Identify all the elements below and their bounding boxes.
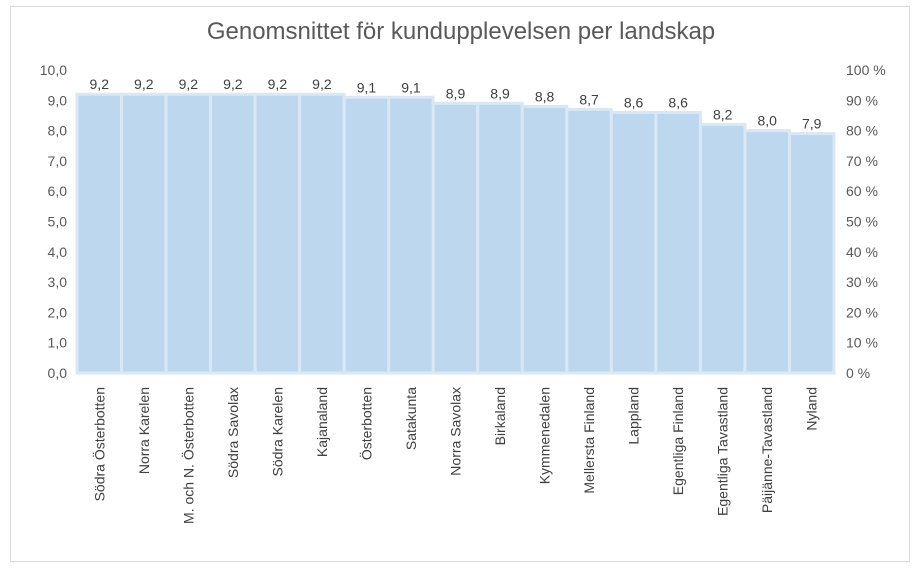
category-label-14: Egentliga Finland bbox=[670, 387, 686, 495]
y-tick-label: 8,0 bbox=[48, 123, 68, 139]
category-label-10: Birkaland bbox=[492, 387, 508, 445]
category-label-5: Södra Karelen bbox=[269, 387, 285, 477]
bar-9 bbox=[431, 101, 480, 375]
bar-8 bbox=[387, 95, 435, 375]
y-tick-label: 6,0 bbox=[48, 183, 68, 199]
y-tick-label: 2,0 bbox=[48, 304, 68, 320]
y-tick-label: 0,0 bbox=[48, 365, 68, 381]
bar-2 bbox=[120, 92, 168, 375]
category-label-3: M. och N. Österbotten bbox=[179, 387, 196, 524]
category-label-6: Kajanaland bbox=[314, 387, 330, 457]
bar-13 bbox=[609, 110, 658, 375]
data-labels-layer: 9,2 9,2 9,2 9,2 9,2 9,2 9,1 9,1 8,9 8,9 8,8 8,7 8,6 8… bbox=[90, 76, 822, 131]
bar-5 bbox=[253, 92, 302, 375]
category-label-16: Päijänne-Tavastland bbox=[759, 387, 775, 513]
bars-layer bbox=[75, 92, 836, 375]
data-label-1: 9,2 bbox=[90, 76, 110, 92]
category-label-4: Södra Savolax bbox=[225, 387, 241, 478]
y-tick-label: 1,0 bbox=[48, 335, 68, 351]
category-label-11: Kymmenedalen bbox=[537, 387, 553, 484]
y2-tick-label: 30 % bbox=[846, 274, 878, 290]
y-tick-label: 4,0 bbox=[48, 244, 68, 260]
data-label-3: 9,2 bbox=[179, 76, 199, 92]
chart-title: Genomsnittet för kundupplevelsen per lan… bbox=[206, 18, 716, 45]
data-label-7: 9,1 bbox=[357, 79, 377, 95]
category-label-1: Södra Österbotten bbox=[90, 387, 107, 501]
data-label-11: 8,8 bbox=[535, 88, 555, 104]
bar-12 bbox=[565, 107, 613, 375]
y2-tick-label: 50 % bbox=[846, 214, 878, 230]
category-label-13: Lappland bbox=[626, 387, 642, 445]
y2-tick-label: 0 % bbox=[846, 365, 870, 381]
y2-tick-label: 80 % bbox=[846, 123, 878, 139]
data-label-6: 9,2 bbox=[312, 76, 332, 92]
data-label-15: 8,2 bbox=[713, 107, 733, 123]
category-label-12: Mellersta Finland bbox=[581, 387, 597, 494]
data-label-14: 8,6 bbox=[668, 94, 688, 110]
category-label-9: Norra Savolax bbox=[448, 387, 464, 476]
y2-tick-label: 60 % bbox=[846, 183, 878, 199]
bar-10 bbox=[476, 101, 524, 375]
bar-1 bbox=[75, 92, 124, 375]
y-axis-left: 0,0 1,0 2,0 3,0 4,0 5,0 6,0 7,0 8,0 9,0 10,0 bbox=[40, 62, 67, 381]
y-tick-label: 3,0 bbox=[48, 274, 68, 290]
y2-tick-label: 100 % bbox=[846, 62, 886, 78]
bar-7 bbox=[342, 95, 391, 375]
data-label-17: 7,9 bbox=[802, 116, 822, 132]
y-tick-label: 5,0 bbox=[48, 214, 68, 230]
bar-15 bbox=[698, 123, 747, 375]
category-label-8: Satakunta bbox=[403, 387, 419, 450]
bar-6 bbox=[298, 92, 346, 375]
y-tick-label: 10,0 bbox=[40, 62, 67, 78]
y-tick-label: 9,0 bbox=[48, 92, 68, 108]
bar-4 bbox=[209, 92, 257, 375]
category-label-7: Österbotten bbox=[357, 387, 374, 460]
x-axis: Södra Österbotten Norra Karelen M. och N. … bbox=[90, 387, 819, 524]
bar-3 bbox=[164, 92, 213, 375]
data-label-2: 9,2 bbox=[134, 76, 154, 92]
data-label-9: 8,9 bbox=[446, 85, 466, 101]
y2-tick-label: 90 % bbox=[846, 92, 878, 108]
data-label-13: 8,6 bbox=[624, 94, 644, 110]
data-label-8: 9,1 bbox=[401, 79, 421, 95]
category-label-17: Nyland bbox=[804, 387, 820, 431]
y2-tick-label: 70 % bbox=[846, 153, 878, 169]
bar-16 bbox=[743, 129, 791, 375]
data-label-10: 8,9 bbox=[490, 85, 510, 101]
category-label-15: Egentliga Tavastland bbox=[715, 387, 731, 516]
data-label-5: 9,2 bbox=[268, 76, 288, 92]
bar-17 bbox=[787, 132, 836, 375]
data-label-12: 8,7 bbox=[579, 91, 599, 107]
y2-tick-label: 20 % bbox=[846, 304, 878, 320]
y-axis-right: 0 % 10 % 20 % 30 % 40 % 50 % 60 % 70 % 80 % 90 % 1… bbox=[846, 62, 886, 381]
y-tick-label: 7,0 bbox=[48, 153, 68, 169]
y2-tick-label: 40 % bbox=[846, 244, 878, 260]
bar-11 bbox=[520, 104, 569, 375]
category-label-2: Norra Karelen bbox=[136, 387, 152, 474]
data-label-4: 9,2 bbox=[223, 76, 243, 92]
data-label-16: 8,0 bbox=[757, 113, 777, 129]
bar-14 bbox=[654, 110, 702, 375]
y2-tick-label: 10 % bbox=[846, 335, 878, 351]
